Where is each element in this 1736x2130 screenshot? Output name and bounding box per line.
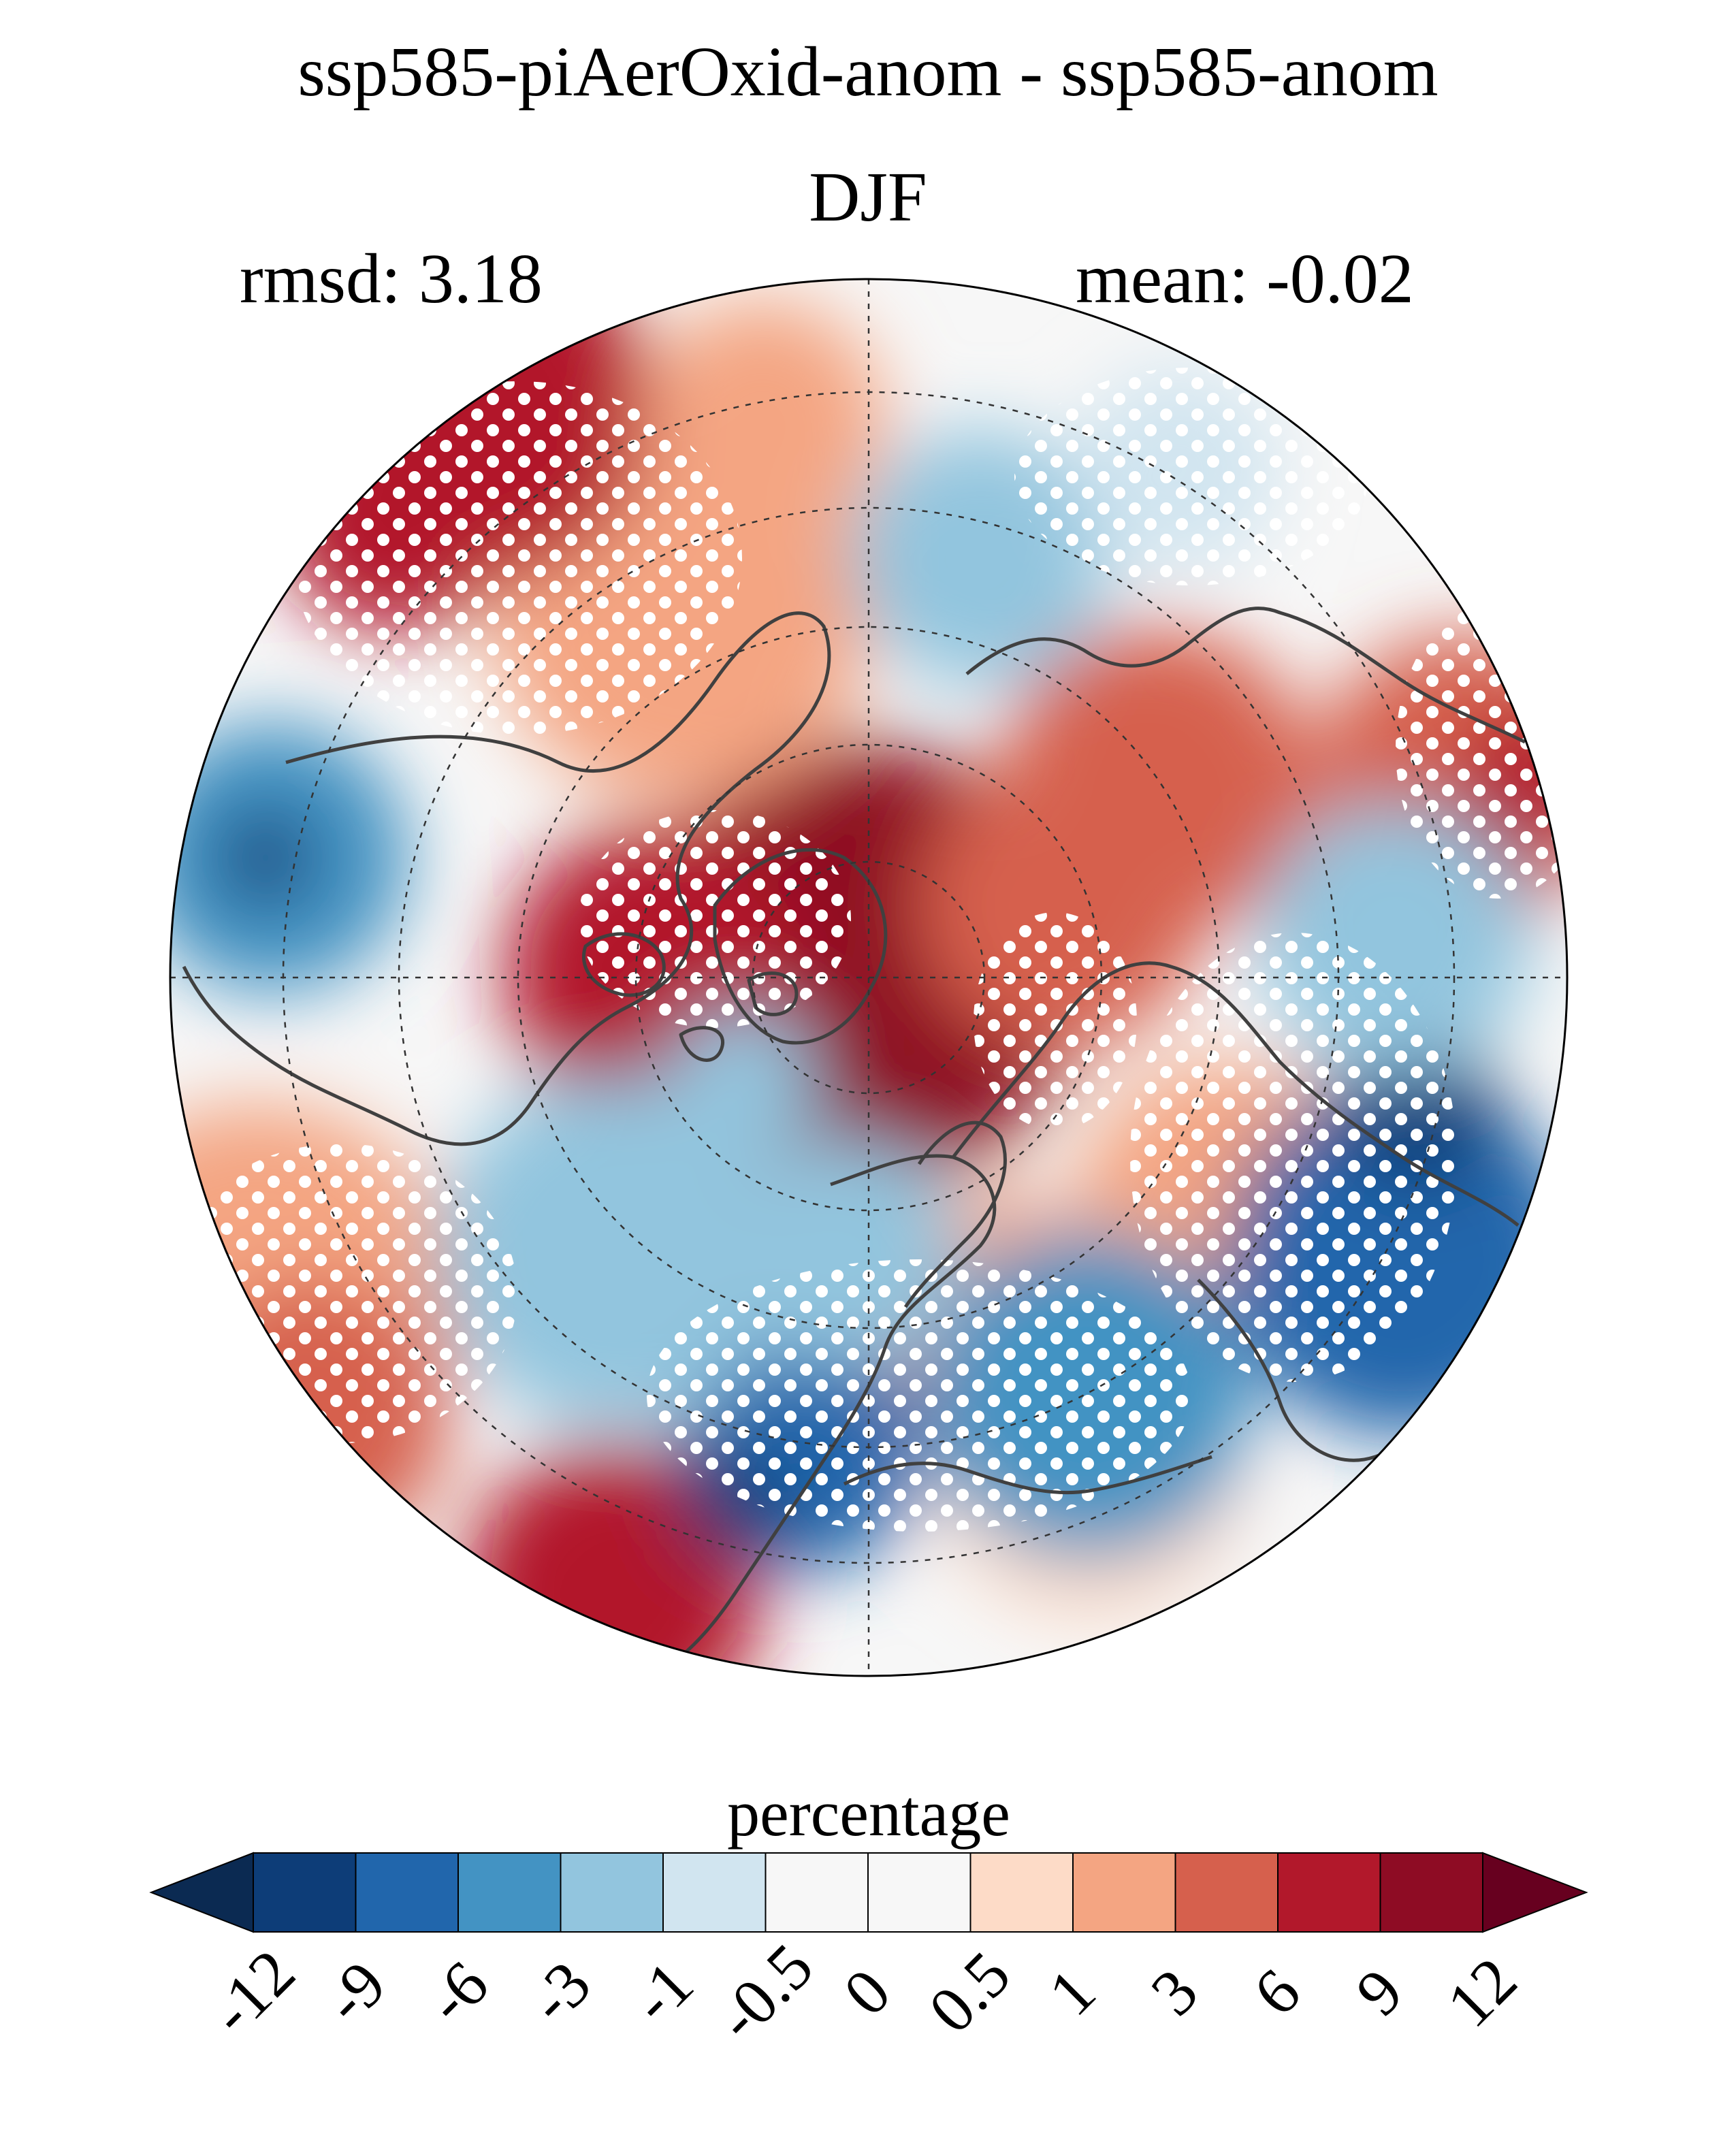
colorbar-box — [1072, 1852, 1176, 1933]
colorbar-tick-label: 1 — [1034, 1954, 1109, 2029]
rmsd-stat: rmsd: 3.18 — [240, 240, 543, 318]
colorbar-box — [1174, 1852, 1279, 1933]
anomaly-region — [1001, 626, 1314, 939]
colorbar-tick-label: 6 — [1239, 1954, 1314, 2029]
chart-subtitle: DJF — [809, 158, 927, 236]
stipple-patch — [293, 381, 742, 735]
coastline-north-america — [182, 611, 831, 1146]
colorbar-box — [662, 1852, 767, 1933]
stipple-patch — [647, 1259, 1191, 1532]
coastlines — [182, 607, 1534, 1676]
coastline-alaska — [965, 607, 1526, 744]
colorbar-box — [1379, 1852, 1483, 1933]
anomaly-region — [667, 1007, 817, 1157]
stipple-patch — [170, 1144, 517, 1443]
colorbar-tick-label: -6 — [412, 1947, 502, 2037]
colorbar-tick-label: -0.5 — [702, 1930, 826, 2054]
colorbar-extend-low — [149, 1852, 254, 1933]
colorbar-box — [765, 1852, 869, 1933]
coastline-siberia — [952, 961, 1520, 1227]
colorbar-box — [560, 1852, 664, 1933]
colorbar-ticks: -12 -9 -6 -3 -1-0.5 0 0.5 1 3 6 9 12 — [195, 1930, 1530, 2054]
colorbar-box — [355, 1852, 459, 1933]
colorbar-box — [253, 1852, 357, 1933]
colorbar-tick-label: 3 — [1137, 1954, 1212, 2029]
colorbar — [149, 1852, 1588, 1933]
colorbar-label: percentage — [727, 1777, 1010, 1850]
colorbar-box — [867, 1852, 971, 1933]
stipple-patch — [1396, 599, 1567, 899]
coastline-arctic-islands — [581, 932, 799, 1062]
stippling-regions — [170, 368, 1567, 1532]
stipple-patch — [1130, 933, 1457, 1382]
colorbar-tick-label: 12 — [1432, 1943, 1530, 2041]
coastline-greenland — [713, 848, 888, 1045]
stipple-patch — [1014, 368, 1368, 585]
map-disc — [170, 279, 1567, 1676]
colorbar-tick-label: -3 — [515, 1947, 605, 2037]
colorbar-tick-label: -1 — [617, 1947, 707, 2037]
chart-title: ssp585-piAerOxid-anom - ssp585-anom — [298, 33, 1438, 111]
stipple-patch — [974, 912, 1137, 1130]
coastline-scandinavia — [903, 1120, 1007, 1308]
anomaly-region — [218, 810, 313, 905]
graticule — [170, 279, 1567, 1676]
colorbar-tick-label: 0 — [829, 1954, 904, 2029]
colorbar-tick-label: 0.5 — [914, 1937, 1024, 2047]
colorbar-box — [457, 1852, 562, 1933]
colorbar-tick-label: 9 — [1342, 1954, 1417, 2029]
latitude-circle-60 — [517, 626, 1221, 1329]
mean-stat: mean: -0.02 — [1076, 240, 1414, 318]
coastline-mediterranean — [843, 1455, 1212, 1495]
colorbar-extend-high — [1482, 1852, 1588, 1933]
map-border — [169, 278, 1569, 1677]
colorbar-box — [969, 1852, 1074, 1933]
colorbar-tick-label: -12 — [195, 1935, 308, 2048]
colorbar-box — [1277, 1852, 1381, 1933]
colorbar-tick-label: -9 — [310, 1947, 400, 2037]
